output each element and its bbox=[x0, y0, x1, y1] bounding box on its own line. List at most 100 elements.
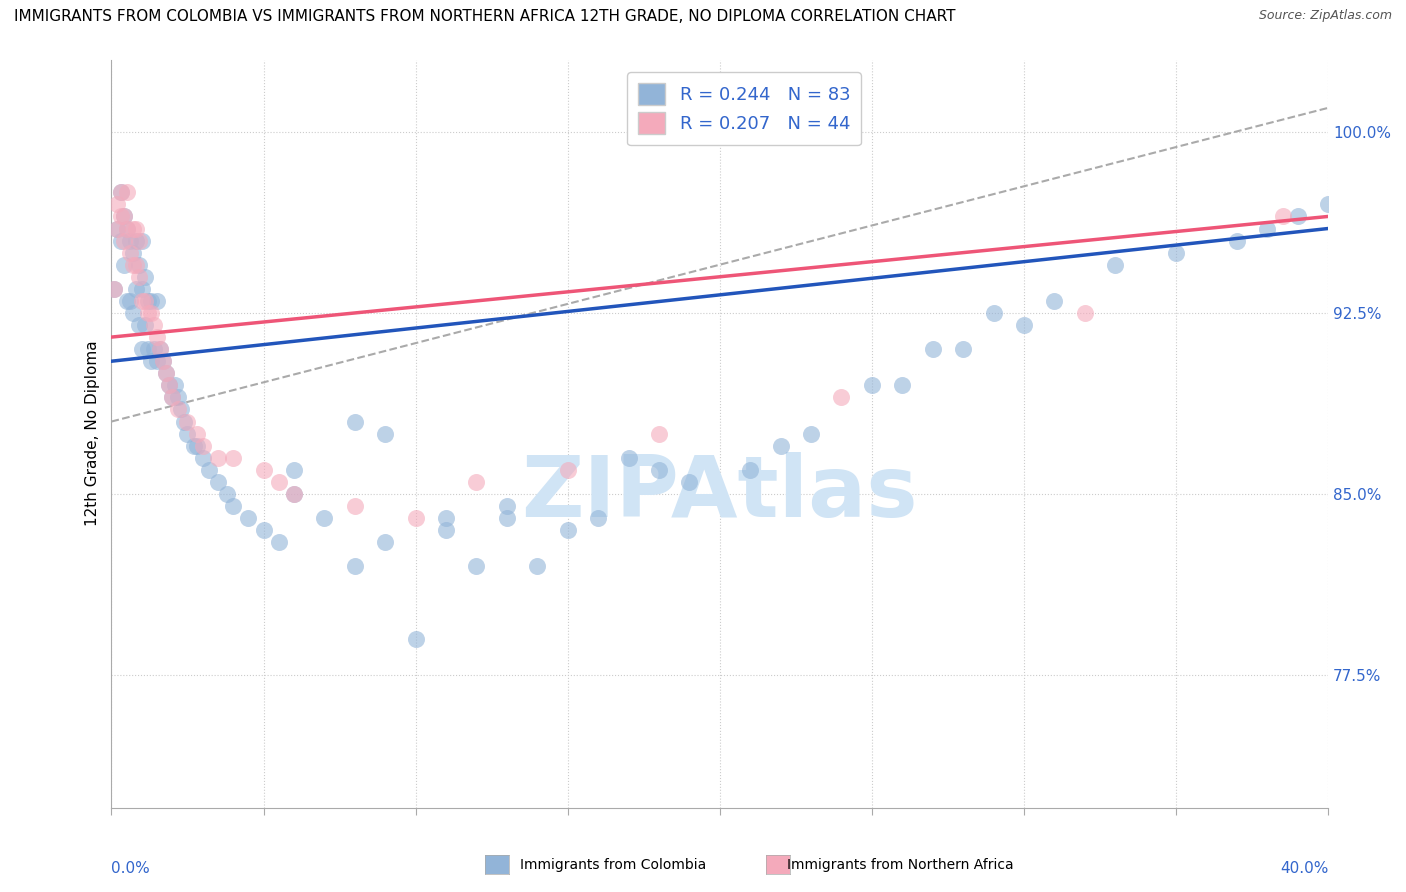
Point bbox=[155, 366, 177, 380]
Point bbox=[134, 318, 156, 332]
Point bbox=[118, 245, 141, 260]
Point bbox=[121, 306, 143, 320]
Point bbox=[128, 318, 150, 332]
Point bbox=[1043, 293, 1066, 308]
Text: 40.0%: 40.0% bbox=[1279, 861, 1329, 876]
Point bbox=[186, 439, 208, 453]
Point bbox=[860, 378, 883, 392]
Point bbox=[146, 330, 169, 344]
Point bbox=[186, 426, 208, 441]
Point bbox=[1286, 210, 1309, 224]
Point bbox=[921, 342, 943, 356]
Point bbox=[176, 426, 198, 441]
Point bbox=[405, 511, 427, 525]
Point bbox=[222, 499, 245, 513]
Point bbox=[1104, 258, 1126, 272]
Point bbox=[128, 258, 150, 272]
Point bbox=[283, 487, 305, 501]
Text: Immigrants from Colombia: Immigrants from Colombia bbox=[520, 858, 706, 872]
Point bbox=[1256, 221, 1278, 235]
Point bbox=[128, 269, 150, 284]
Point bbox=[343, 499, 366, 513]
Point bbox=[121, 245, 143, 260]
Point bbox=[215, 487, 238, 501]
Point bbox=[283, 463, 305, 477]
Point bbox=[1012, 318, 1035, 332]
Point bbox=[952, 342, 974, 356]
Point bbox=[112, 210, 135, 224]
Legend: R = 0.244   N = 83, R = 0.207   N = 44: R = 0.244 N = 83, R = 0.207 N = 44 bbox=[627, 72, 860, 145]
Text: Source: ZipAtlas.com: Source: ZipAtlas.com bbox=[1258, 9, 1392, 22]
Point bbox=[162, 391, 184, 405]
Point bbox=[740, 463, 762, 477]
Point bbox=[191, 439, 214, 453]
Point bbox=[173, 415, 195, 429]
Point bbox=[157, 378, 180, 392]
Point bbox=[125, 221, 148, 235]
Text: Immigrants from Northern Africa: Immigrants from Northern Africa bbox=[787, 858, 1014, 872]
Point bbox=[149, 342, 172, 356]
Text: ZIPAtlas: ZIPAtlas bbox=[522, 452, 918, 535]
Point bbox=[648, 463, 671, 477]
Point bbox=[131, 293, 153, 308]
Point bbox=[769, 439, 792, 453]
Point bbox=[167, 391, 190, 405]
Point bbox=[800, 426, 823, 441]
Text: IMMIGRANTS FROM COLOMBIA VS IMMIGRANTS FROM NORTHERN AFRICA 12TH GRADE, NO DIPLO: IMMIGRANTS FROM COLOMBIA VS IMMIGRANTS F… bbox=[14, 9, 956, 24]
Point bbox=[152, 354, 174, 368]
Point bbox=[983, 306, 1005, 320]
Point bbox=[110, 186, 132, 200]
Point bbox=[678, 475, 700, 489]
Point bbox=[115, 221, 138, 235]
Point bbox=[131, 282, 153, 296]
Point bbox=[143, 318, 166, 332]
Point bbox=[167, 402, 190, 417]
Point bbox=[139, 293, 162, 308]
Point bbox=[103, 282, 125, 296]
Point bbox=[103, 282, 125, 296]
Point bbox=[465, 475, 488, 489]
Point bbox=[136, 342, 159, 356]
Point bbox=[374, 535, 396, 549]
Point bbox=[170, 402, 193, 417]
Point bbox=[586, 511, 609, 525]
Point bbox=[107, 221, 129, 235]
Point bbox=[118, 293, 141, 308]
Point bbox=[283, 487, 305, 501]
Text: 0.0%: 0.0% bbox=[111, 861, 150, 876]
Point bbox=[314, 511, 336, 525]
Point bbox=[139, 306, 162, 320]
Point bbox=[222, 450, 245, 465]
Point bbox=[648, 426, 671, 441]
Y-axis label: 12th Grade, No Diploma: 12th Grade, No Diploma bbox=[86, 341, 100, 526]
Point bbox=[134, 269, 156, 284]
Point bbox=[238, 511, 260, 525]
Point bbox=[434, 523, 457, 537]
Point bbox=[343, 559, 366, 574]
Point bbox=[617, 450, 640, 465]
Point bbox=[125, 234, 148, 248]
Point bbox=[1271, 210, 1294, 224]
Point bbox=[374, 426, 396, 441]
Point bbox=[1226, 234, 1249, 248]
Point bbox=[121, 258, 143, 272]
Point bbox=[465, 559, 488, 574]
Point bbox=[149, 342, 172, 356]
Point bbox=[139, 354, 162, 368]
Point bbox=[207, 475, 229, 489]
Point bbox=[434, 511, 457, 525]
Point bbox=[1074, 306, 1097, 320]
Point bbox=[183, 439, 205, 453]
Point bbox=[131, 234, 153, 248]
Point bbox=[197, 463, 219, 477]
Point bbox=[157, 378, 180, 392]
Point bbox=[405, 632, 427, 646]
Point bbox=[107, 197, 129, 211]
Point bbox=[526, 559, 548, 574]
Point bbox=[191, 450, 214, 465]
Point bbox=[343, 415, 366, 429]
Point bbox=[495, 511, 517, 525]
Point bbox=[121, 221, 143, 235]
Point bbox=[110, 234, 132, 248]
Point bbox=[1317, 197, 1340, 211]
